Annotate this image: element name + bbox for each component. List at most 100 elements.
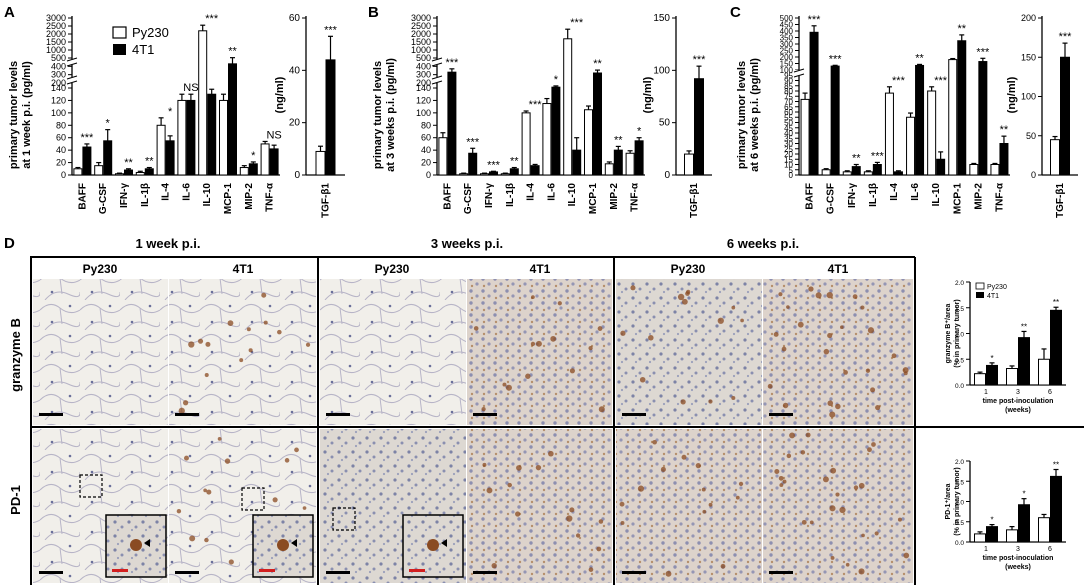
quant-legend-swatch-py230 [975, 282, 985, 290]
y-tick-label: 90 [784, 77, 793, 86]
stained-cell [203, 488, 207, 493]
y-axis-label-c: primary tumor levelsat 6 weeks p.i. (pg/… [736, 58, 761, 172]
scale-bar [769, 571, 793, 574]
legend: Py230 4T1 [112, 25, 169, 57]
axis-break-mark [431, 57, 443, 62]
legend-swatch-py230 [112, 26, 127, 39]
bar-py230-6 [927, 90, 937, 176]
stained-cell [588, 567, 594, 572]
significance-label: ** [915, 52, 924, 64]
stained-cell [786, 305, 790, 309]
stained-cell [858, 482, 865, 489]
bar-4t1-8 [613, 149, 623, 176]
stained-cell [874, 531, 879, 536]
y-tick-label: 400 [780, 27, 794, 36]
stained-cell [535, 464, 542, 471]
bar-py230-4 [156, 124, 166, 176]
scale-bar [622, 571, 646, 574]
y-tick-label: 35 [784, 134, 793, 143]
axis-break-mark [66, 80, 78, 85]
stained-cell [516, 465, 522, 471]
significance-label: * [990, 516, 993, 525]
stained-cell [835, 403, 841, 410]
stained-cell [681, 298, 688, 305]
bar-4t1-5 [551, 86, 561, 176]
stained-cell [239, 358, 244, 363]
timepoint-header-3: 6 weeks p.i. [727, 236, 799, 251]
stained-cell [188, 341, 195, 348]
panel-letter-b: B [368, 4, 379, 21]
y-tick-label: 2000 [411, 29, 431, 39]
y-tick-label: 100 [1021, 92, 1036, 102]
group-label-py230-1: Py230 [83, 262, 118, 276]
significance-label: ** [228, 46, 237, 58]
stained-cell [875, 405, 881, 411]
stained-cell [809, 520, 814, 525]
scale-bar [769, 413, 793, 416]
stained-cell [702, 509, 707, 514]
y-tick-label: 0 [294, 170, 300, 181]
stained-cell [782, 402, 789, 409]
stained-cell [827, 332, 833, 339]
micrograph-tile [763, 279, 913, 425]
category-label: TNF-α [630, 182, 641, 212]
significance-label: NS [183, 82, 198, 94]
bar-4t1-3 [144, 168, 154, 176]
y-tick-label: 100 [51, 108, 66, 118]
tgf-axis-label-a: (ng/ml) [274, 76, 286, 113]
stained-cell [680, 399, 686, 405]
stained-cell [801, 519, 807, 525]
inset-region [79, 474, 103, 498]
stained-cell [660, 466, 666, 472]
stained-cell [827, 400, 834, 407]
bar-4t1-1 [1018, 337, 1030, 386]
category-label: IL-1β [505, 183, 516, 207]
stained-cell [823, 348, 830, 355]
stained-cell [261, 292, 267, 298]
bar-4t1-2 [1050, 309, 1062, 386]
bar-4t1-0 [82, 146, 92, 176]
scale-bar [39, 413, 63, 416]
stained-cell [708, 502, 713, 507]
y-tick-label: 30 [784, 140, 793, 149]
stained-cell [176, 509, 182, 514]
significance-label: *** [205, 13, 219, 25]
bar-py230-7 [584, 109, 593, 176]
stained-cell [805, 432, 811, 438]
stained-cell [294, 447, 299, 453]
scale-bar [175, 413, 199, 416]
tgf-chart-3-weeks: 0 50 100 150 *** TGF-β1 (ng/ml) [642, 13, 712, 218]
bar-py230-3 [863, 171, 873, 176]
stained-cell [681, 454, 687, 460]
y-tick-label: 85 [784, 82, 793, 91]
y-tick-label: 2.0 [955, 280, 964, 287]
bar-py230-0 [315, 150, 326, 176]
granzyme-quant-chart: 0.0 0.5 1.0 1.5 2.0 * 1 ** 3 ** 6 granzyme B⁺/area(… [945, 280, 1066, 414]
y-tick-label: 200 [1021, 13, 1036, 23]
y-tick-label: 140 [416, 83, 431, 93]
y-tick-label: 95 [784, 71, 793, 80]
y-tick-label: 3000 [411, 13, 431, 23]
y-tick-label: 40 [289, 65, 301, 76]
stained-cell [427, 539, 439, 551]
significance-label: *** [693, 54, 707, 66]
stained-cell [575, 533, 581, 538]
bar-4t1-1 [103, 140, 113, 176]
category-label: MCP-1 [588, 183, 599, 215]
y-tick-label: 500 [780, 14, 794, 23]
significance-label: ** [957, 23, 966, 35]
bar-py230-1 [1006, 529, 1018, 543]
bar-4t1-0 [447, 71, 457, 176]
inset-scale-bar [112, 569, 128, 572]
bar-py230-0 [1050, 139, 1060, 176]
stained-cell [515, 511, 521, 517]
y-tick-label: 400 [416, 61, 431, 71]
scale-bar [473, 571, 497, 574]
stained-cell [248, 348, 253, 353]
stained-cell [735, 495, 740, 500]
stained-cell [867, 327, 875, 334]
quant-legend-4t1: 4T1 [987, 293, 999, 300]
stained-cell [597, 326, 603, 331]
quant-y-axis-label: granzyme B⁺/area (% in primary tumor) [945, 299, 961, 367]
bar-4t1-0 [986, 526, 998, 543]
